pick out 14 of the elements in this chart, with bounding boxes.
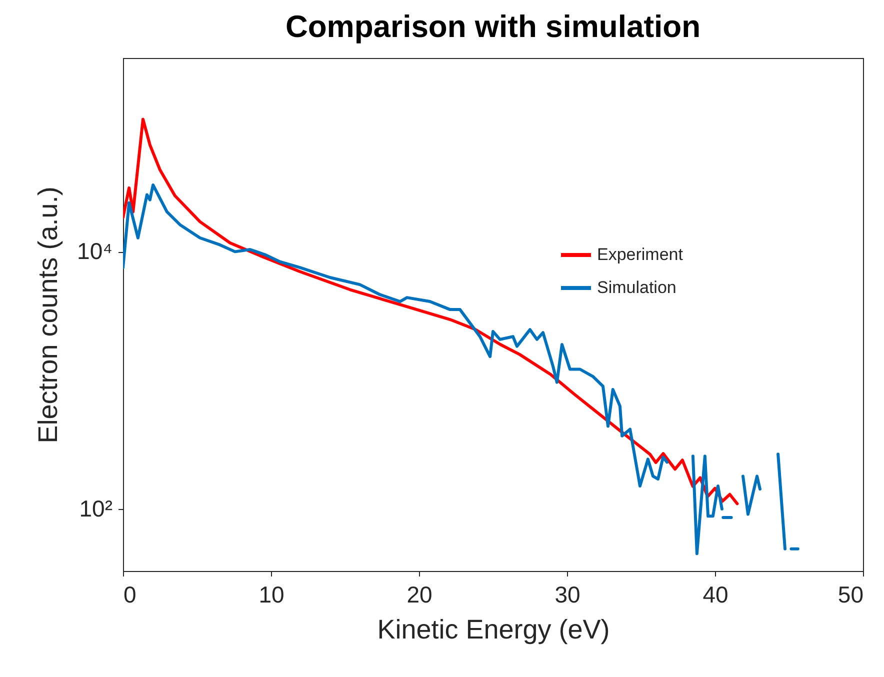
x-tick-label: 20 [406,582,432,608]
y-axis-title: Electron counts (a.u.) [33,186,64,444]
legend-label: Simulation [597,278,676,297]
x-tick-label: 30 [554,582,580,608]
x-tick-label: 0 [124,582,136,608]
x-tick-label: 10 [258,582,284,608]
chart-title: Comparison with simulation [285,9,701,44]
legend-label: Experiment [597,245,684,264]
y-tick-label: 10² [79,496,113,522]
line-series [123,118,739,506]
y-tick-label: 10⁴ [77,238,112,264]
x-axis-title: Kinetic Energy (eV) [377,614,610,644]
x-tick-label: 50 [838,582,864,608]
x-tick-label: 40 [702,582,728,608]
